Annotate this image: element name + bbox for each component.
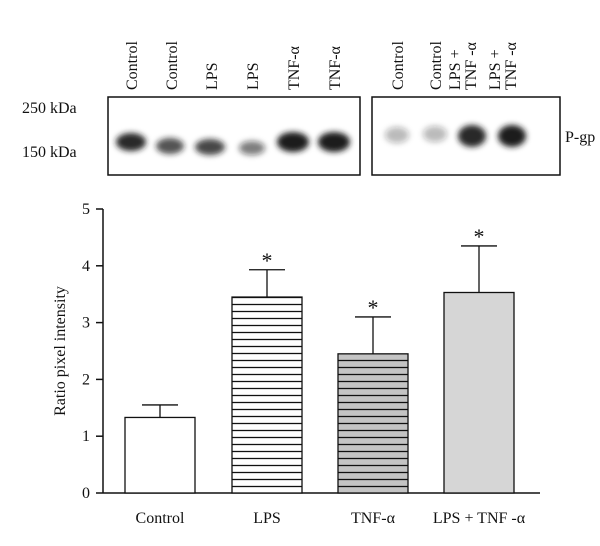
lane-label: TNF-α xyxy=(327,45,344,90)
lane-label: TNF -α xyxy=(503,41,520,90)
blot-left xyxy=(107,96,361,176)
x-tick-label: Control xyxy=(136,510,185,527)
bar xyxy=(125,417,195,493)
bar-hatch xyxy=(338,353,408,493)
bar xyxy=(444,292,514,493)
bar-hatch xyxy=(232,297,302,493)
lane-label: Control xyxy=(390,41,407,90)
blot-right xyxy=(371,96,561,176)
significance-mark: * xyxy=(368,295,379,320)
lane-label: LPS xyxy=(204,62,221,90)
lane-label: LPS + xyxy=(487,49,504,90)
lane-label: Control xyxy=(124,41,141,90)
lane-label: Control xyxy=(164,41,181,90)
significance-mark: * xyxy=(262,248,273,273)
protein-label: P-gp xyxy=(565,129,595,146)
lane-label: Control xyxy=(428,41,445,90)
y-tick-label: 2 xyxy=(82,371,90,388)
marker-label: 250 kDa xyxy=(22,100,77,117)
y-tick-label: 1 xyxy=(82,428,90,445)
lane-label: TNF -α xyxy=(463,41,480,90)
y-tick-label: 0 xyxy=(82,485,90,502)
lane-label: LPS + xyxy=(447,49,464,90)
significance-mark: * xyxy=(474,224,485,249)
y-tick-label: 3 xyxy=(82,315,90,332)
x-tick-label: LPS + TNF -α xyxy=(433,510,526,527)
lane-label: LPS xyxy=(245,62,262,90)
y-tick-label: 5 xyxy=(82,201,90,218)
lane-label: TNF-α xyxy=(286,45,303,90)
x-tick-label: LPS xyxy=(253,510,281,527)
y-tick-label: 4 xyxy=(82,258,90,275)
marker-label: 150 kDa xyxy=(22,144,77,161)
x-tick-label: TNF-α xyxy=(351,510,396,527)
y-axis-label: Ratio pixel intensity xyxy=(52,286,69,416)
